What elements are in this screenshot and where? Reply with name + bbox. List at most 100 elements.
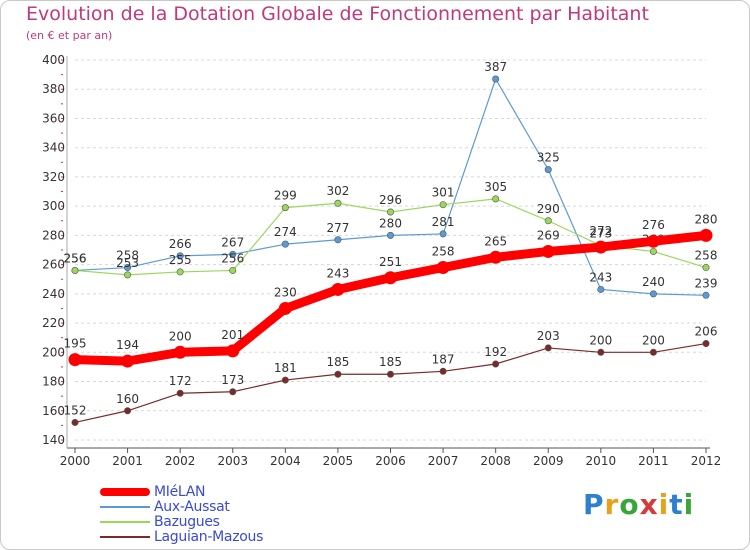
legend: MIéLAN Aux-Aussat Bazugues Laguian-Mazou… (100, 484, 264, 545)
data-label-laguian-mazous: 203 (537, 329, 560, 343)
data-point-mi-lan (331, 282, 345, 296)
x-tick-label: 2002 (165, 454, 196, 468)
data-label-laguian-mazous: 173 (221, 373, 244, 387)
y-tick-label: 260 (42, 258, 65, 272)
data-point-mi-lan (489, 250, 503, 264)
y-tick-label: 220 (42, 316, 65, 330)
data-label-aux-aussat: 266 (169, 237, 192, 251)
data-point-laguian-mazous (492, 360, 500, 368)
x-tick-label: 2008 (480, 454, 511, 468)
data-label-bazugues: 296 (379, 193, 402, 207)
data-point-bazugues (649, 247, 657, 255)
data-point-laguian-mazous (71, 418, 79, 426)
legend-label-laguian-mazous: Laguian-Mazous (154, 528, 264, 545)
data-point-aux-aussat (124, 264, 132, 272)
y-tick-label: 380 (42, 82, 65, 96)
proxiti-logo: Proxiti (583, 488, 694, 521)
logo-letter: i (683, 488, 695, 521)
data-point-bazugues (281, 204, 289, 212)
legend-item-aux-aussat: Aux-Aussat (100, 499, 263, 515)
x-tick-label: 2009 (533, 454, 564, 468)
y-tick-label: 360 (42, 111, 65, 125)
data-label-mi-lan: 251 (379, 255, 402, 269)
data-point-mi-lan (384, 271, 397, 285)
data-label-aux-aussat: 240 (642, 275, 665, 289)
data-label-mi-lan: 272 (589, 224, 612, 238)
data-label-aux-aussat: 243 (589, 270, 612, 284)
x-tick-label: 2010 (586, 454, 617, 468)
data-point-aux-aussat (334, 236, 342, 244)
data-label-laguian-mazous: 185 (379, 355, 402, 369)
data-point-bazugues (702, 264, 710, 272)
data-label-bazugues: 305 (484, 180, 507, 194)
x-tick-label: 2006 (375, 454, 406, 468)
y-tick-label: 400 (42, 53, 65, 67)
x-tick-label: 2007 (428, 454, 459, 468)
data-point-laguian-mazous (649, 348, 657, 356)
data-point-mi-lan (699, 228, 713, 242)
data-label-mi-lan: 258 (432, 245, 455, 259)
data-label-laguian-mazous: 187 (432, 352, 455, 366)
y-tick-label: 180 (42, 375, 65, 389)
y-tick-label: 140 (42, 433, 65, 447)
logo-letter: t (669, 488, 684, 521)
data-point-mi-lan (173, 345, 187, 359)
data-point-mi-lan (646, 234, 660, 248)
x-tick-label: 2004 (270, 454, 301, 468)
data-point-bazugues (124, 271, 132, 279)
data-point-bazugues (71, 266, 79, 274)
data-point-aux-aussat (229, 250, 237, 258)
logo-letter: x (639, 488, 659, 521)
data-label-mi-lan: 200 (169, 329, 192, 343)
data-label-bazugues: 302 (326, 184, 349, 198)
data-label-mi-lan: 230 (274, 285, 297, 299)
x-tick-label: 2005 (323, 454, 354, 468)
data-point-bazugues (334, 199, 342, 207)
x-tick-label: 2011 (638, 454, 669, 468)
data-label-bazugues: 255 (169, 253, 192, 267)
data-point-bazugues (229, 266, 237, 274)
data-label-laguian-mazous: 200 (589, 333, 612, 347)
data-point-aux-aussat (386, 231, 394, 239)
x-tick-label: 2000 (60, 454, 91, 468)
data-label-mi-lan: 269 (537, 228, 560, 242)
data-label-laguian-mazous: 152 (64, 403, 87, 417)
y-tick-label: 160 (42, 404, 65, 418)
data-point-aux-aussat (544, 166, 552, 174)
logo-letter: o (619, 488, 640, 521)
data-point-bazugues (544, 217, 552, 225)
y-tick-label: 320 (42, 170, 65, 184)
legend-swatch-laguian-mazous (100, 535, 150, 538)
data-label-laguian-mazous: 160 (116, 392, 139, 406)
legend-swatch-mielan (100, 487, 150, 496)
legend-item-bazugues: Bazugues (100, 514, 263, 530)
data-point-aux-aussat (702, 291, 710, 299)
data-label-mi-lan: 194 (116, 338, 139, 352)
data-label-laguian-mazous: 185 (326, 355, 349, 369)
data-point-laguian-mazous (702, 340, 710, 348)
data-label-mi-lan: 265 (484, 234, 507, 248)
data-label-bazugues: 273 (589, 227, 612, 241)
data-label-laguian-mazous: 172 (169, 374, 192, 388)
data-label-bazugues: 253 (116, 256, 139, 270)
chart-subtitle: (en € et par an) (26, 29, 113, 42)
x-tick-label: 2003 (217, 454, 248, 468)
y-tick-label: 280 (42, 228, 65, 242)
data-label-bazugues: 256 (64, 251, 87, 265)
data-point-laguian-mazous (439, 367, 447, 375)
data-label-aux-aussat: 267 (221, 235, 244, 249)
data-label-laguian-mazous: 206 (695, 325, 718, 339)
data-point-mi-lan (278, 301, 292, 315)
data-point-mi-lan (68, 353, 82, 367)
data-point-laguian-mazous (597, 348, 605, 356)
y-tick-label: 240 (42, 287, 65, 301)
data-point-mi-lan (541, 244, 555, 258)
data-point-laguian-mazous (124, 407, 132, 415)
data-point-laguian-mazous (334, 370, 342, 378)
data-point-aux-aussat (492, 75, 500, 83)
data-point-aux-aussat (649, 290, 657, 298)
data-label-aux-aussat: 274 (274, 225, 297, 239)
logo-letter: r (604, 488, 620, 521)
chart-title: Evolution de la Dotation Globale de Fonc… (26, 3, 649, 25)
data-point-laguian-mazous (176, 389, 184, 397)
